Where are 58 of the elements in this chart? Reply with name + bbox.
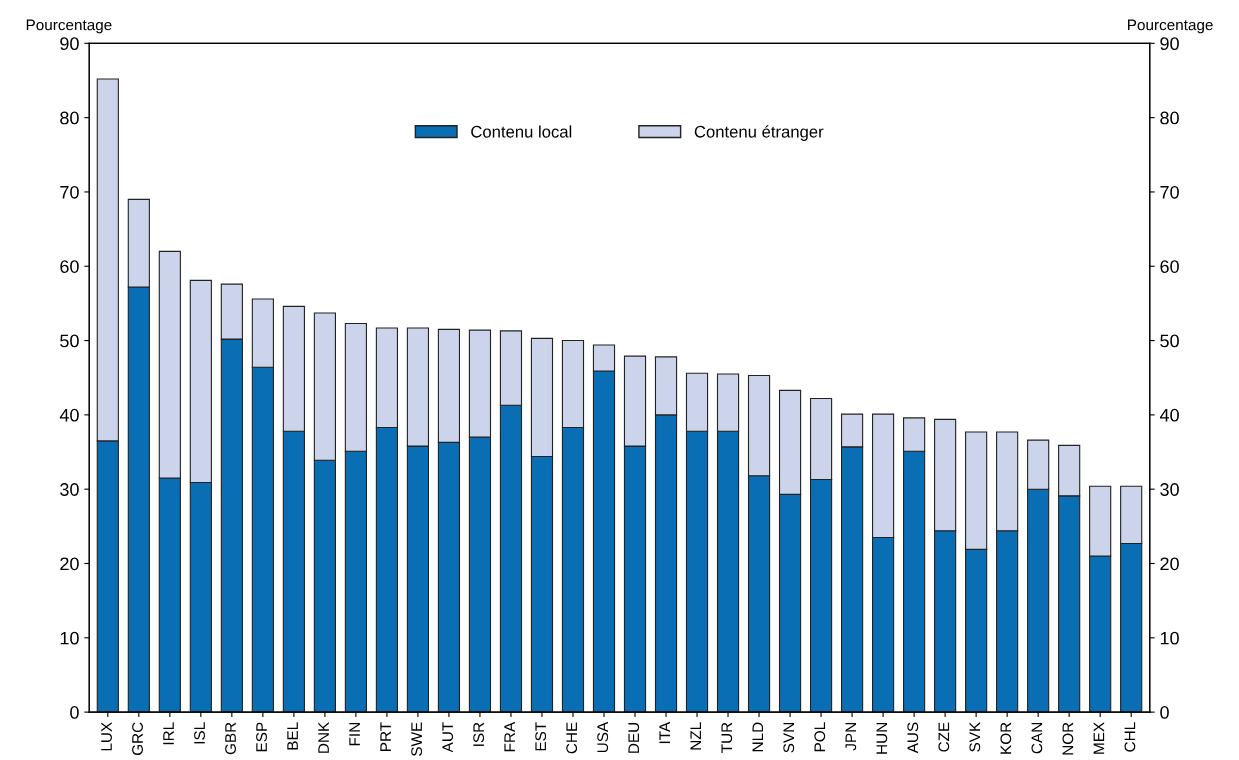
- x-tick-label: GRC: [132, 722, 143, 756]
- x-tick-label: CZE: [938, 722, 950, 752]
- y-tick-label: 20: [60, 557, 79, 571]
- x-tick-label: SVN: [783, 723, 795, 753]
- x-tick-label: POL: [814, 722, 826, 752]
- x-tick-label: IRL: [163, 722, 174, 745]
- x-tick-label: FIN: [349, 723, 360, 746]
- legend-label: Contenu local: [471, 125, 572, 138]
- y2-axis-title: Pourcentage: [1128, 19, 1213, 34]
- x-tick-label: HUN: [876, 723, 888, 754]
- x-tick-label: CHL: [1124, 722, 1136, 752]
- y-axis-title: Pourcentage: [26, 19, 112, 34]
- x-tick-label: AUS: [907, 722, 919, 754]
- y2-tick-label: 60: [1160, 260, 1179, 273]
- legend-label: Contenu étranger: [694, 125, 824, 141]
- x-tick-label: KOR: [1000, 722, 1012, 754]
- x-tick-label: DEU: [628, 723, 640, 753]
- y2-tick-label: 20: [1160, 557, 1179, 571]
- y-tick-label: 60: [60, 260, 79, 273]
- x-tick-label: ITA: [659, 721, 670, 744]
- x-tick-label: SWE: [411, 722, 423, 756]
- x-tick-label: CAN: [1031, 723, 1043, 754]
- y-tick-label: 90: [60, 37, 79, 51]
- x-tick-label: NOR: [1062, 722, 1074, 755]
- x-tick-label: CHE: [566, 722, 578, 754]
- y2-tick-label: 30: [1160, 483, 1179, 496]
- x-tick-label: SVK: [969, 722, 981, 752]
- y2-tick-label: 10: [1160, 631, 1179, 645]
- x-tick-label: BEL: [287, 722, 298, 750]
- x-tick-label: PRT: [380, 722, 391, 751]
- y2-tick-label: 50: [1160, 334, 1179, 348]
- x-tick-label: MEX: [1093, 722, 1105, 754]
- x-tick-label: USA: [597, 721, 609, 753]
- y-tick-label: 40: [59, 408, 79, 422]
- x-tick-label: ESP: [256, 722, 267, 752]
- y-tick-label: 10: [60, 631, 79, 645]
- x-tick-label: ISR: [473, 722, 485, 746]
- x-tick-label: LUX: [101, 722, 112, 751]
- x-tick-label: TUR: [721, 722, 733, 753]
- y-tick-label: 70: [60, 185, 79, 199]
- x-tick-label: NLD: [752, 722, 763, 752]
- x-tick-label: DNK: [318, 722, 329, 753]
- y2-tick-label: 80: [1160, 111, 1179, 125]
- x-tick-label: EST: [535, 722, 547, 751]
- y-tick-label: 30: [60, 483, 79, 496]
- y-tick-label: 50: [60, 334, 79, 348]
- y2-tick-label: 90: [1160, 37, 1179, 51]
- x-tick-label: GBR: [225, 722, 236, 755]
- x-tick-label: ISL: [194, 722, 205, 744]
- x-tick-label: NZL: [690, 722, 701, 750]
- y-tick-label: 0: [70, 706, 79, 719]
- y2-tick-label: 0: [1160, 706, 1169, 719]
- x-tick-label: JPN: [845, 723, 857, 751]
- y-tick-label: 80: [60, 111, 79, 125]
- x-tick-label: FRA: [504, 721, 515, 752]
- y2-tick-label: 40: [1159, 408, 1179, 422]
- y2-tick-label: 70: [1160, 185, 1179, 199]
- x-tick-label: AUT: [442, 722, 454, 753]
